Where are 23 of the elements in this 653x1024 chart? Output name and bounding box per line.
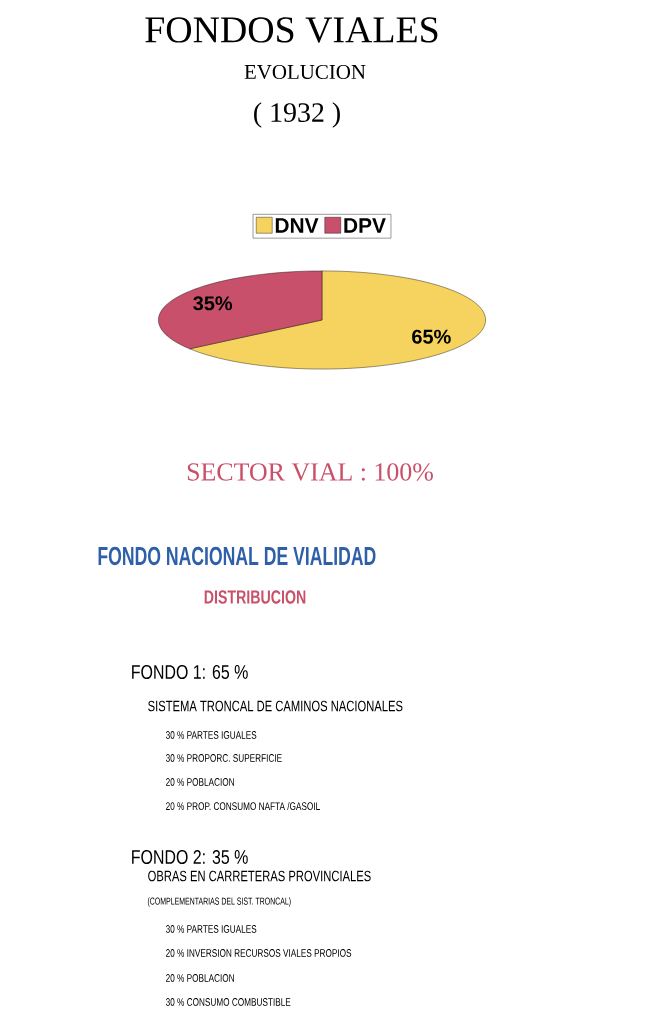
- text: OBRAS EN CARRETERAS PROVINCIALES: [148, 870, 371, 882]
- text: FONDO 1: 65 %: [132, 664, 248, 680]
- data-label: 35%: [193, 296, 233, 311]
- chart-subtitle: EVOLUCION: [244, 64, 366, 80]
- text: ( 1932 ): [254, 102, 340, 128]
- text: 20 % PROP. CONSUMO NAFTA /GASOIL: [166, 801, 320, 811]
- text: FONDO 2: 35 %: [132, 849, 248, 865]
- data-label: 65%: [412, 329, 451, 344]
- text: 30 % PARTES IGUALES: [165, 925, 257, 933]
- text: DISTRIBUCION: [204, 590, 306, 604]
- text: SECTOR VIAL : 100%: [187, 463, 433, 481]
- text: 30 % PARTES IGUALES: [165, 731, 257, 739]
- legend-label: DPV: [344, 218, 386, 233]
- chart-title: FONDOS VIALES: [145, 17, 438, 43]
- legend-label: DNV: [275, 218, 319, 233]
- text: 20 % INVERSION RECURSOS VIALES PROPIOS: [166, 949, 352, 957]
- text: FONDO NACIONAL DE VIALIDAD: [98, 546, 376, 566]
- text: (COMPLEMENTARIAS DEL SIST. TRONCAL): [147, 897, 291, 907]
- text: 30 % PROPORC. SUPERFICIE: [165, 754, 282, 762]
- text: 20 % POBLACION: [166, 974, 234, 982]
- text: 20 % POBLACION: [166, 778, 234, 786]
- text: SISTEMA TRONCAL DE CAMINOS NACIONALES: [148, 700, 403, 712]
- text: 30 % CONSUMO COMBUSTIBLE: [165, 998, 291, 1006]
